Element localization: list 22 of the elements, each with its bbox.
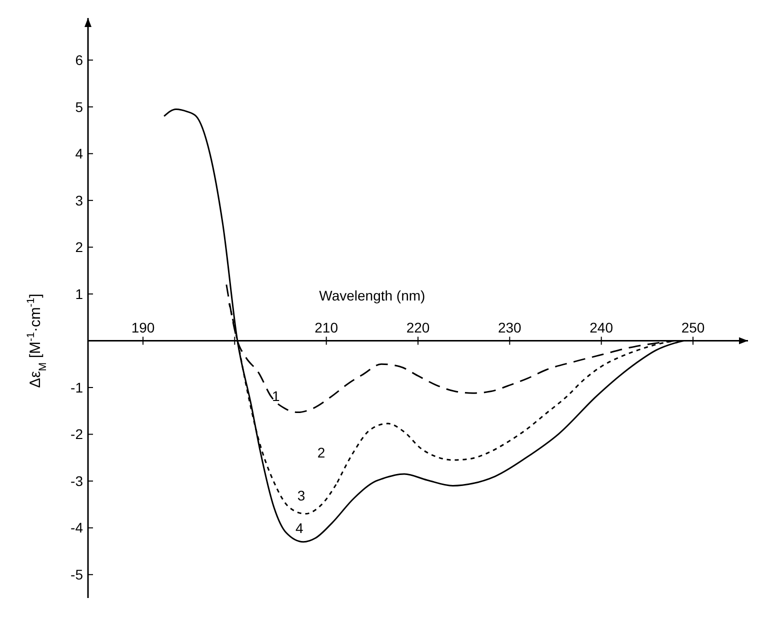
y-tick-label: 5 bbox=[75, 98, 84, 115]
x-tick-label: 230 bbox=[498, 320, 522, 336]
x-tick-label: 210 bbox=[314, 320, 338, 336]
series-label: 3 bbox=[297, 488, 306, 504]
x-axis-title: Wavelength (nm) bbox=[319, 288, 426, 304]
x-tick-label: 190 bbox=[131, 320, 155, 336]
y-tick-label: 4 bbox=[75, 146, 84, 162]
y-tick-label: -1 bbox=[70, 379, 84, 396]
y-tick-label: 6 bbox=[75, 52, 84, 68]
x-tick-label: 240 bbox=[590, 320, 614, 336]
y-tick-label: -2 bbox=[70, 426, 84, 442]
y-tick-label: 1 bbox=[75, 286, 84, 302]
y-tick-label: 2 bbox=[75, 239, 84, 256]
y-tick-label: -3 bbox=[70, 472, 84, 489]
y-tick-label: -4 bbox=[70, 520, 84, 536]
series-label: 2 bbox=[317, 444, 326, 460]
x-tick-label: 220 bbox=[406, 320, 430, 336]
x-tick-label: 250 bbox=[681, 320, 705, 336]
series-label: 4 bbox=[296, 520, 304, 536]
y-tick-label: -5 bbox=[70, 566, 84, 583]
series-label: 1 bbox=[272, 388, 280, 404]
y-tick-label: 3 bbox=[75, 192, 84, 208]
